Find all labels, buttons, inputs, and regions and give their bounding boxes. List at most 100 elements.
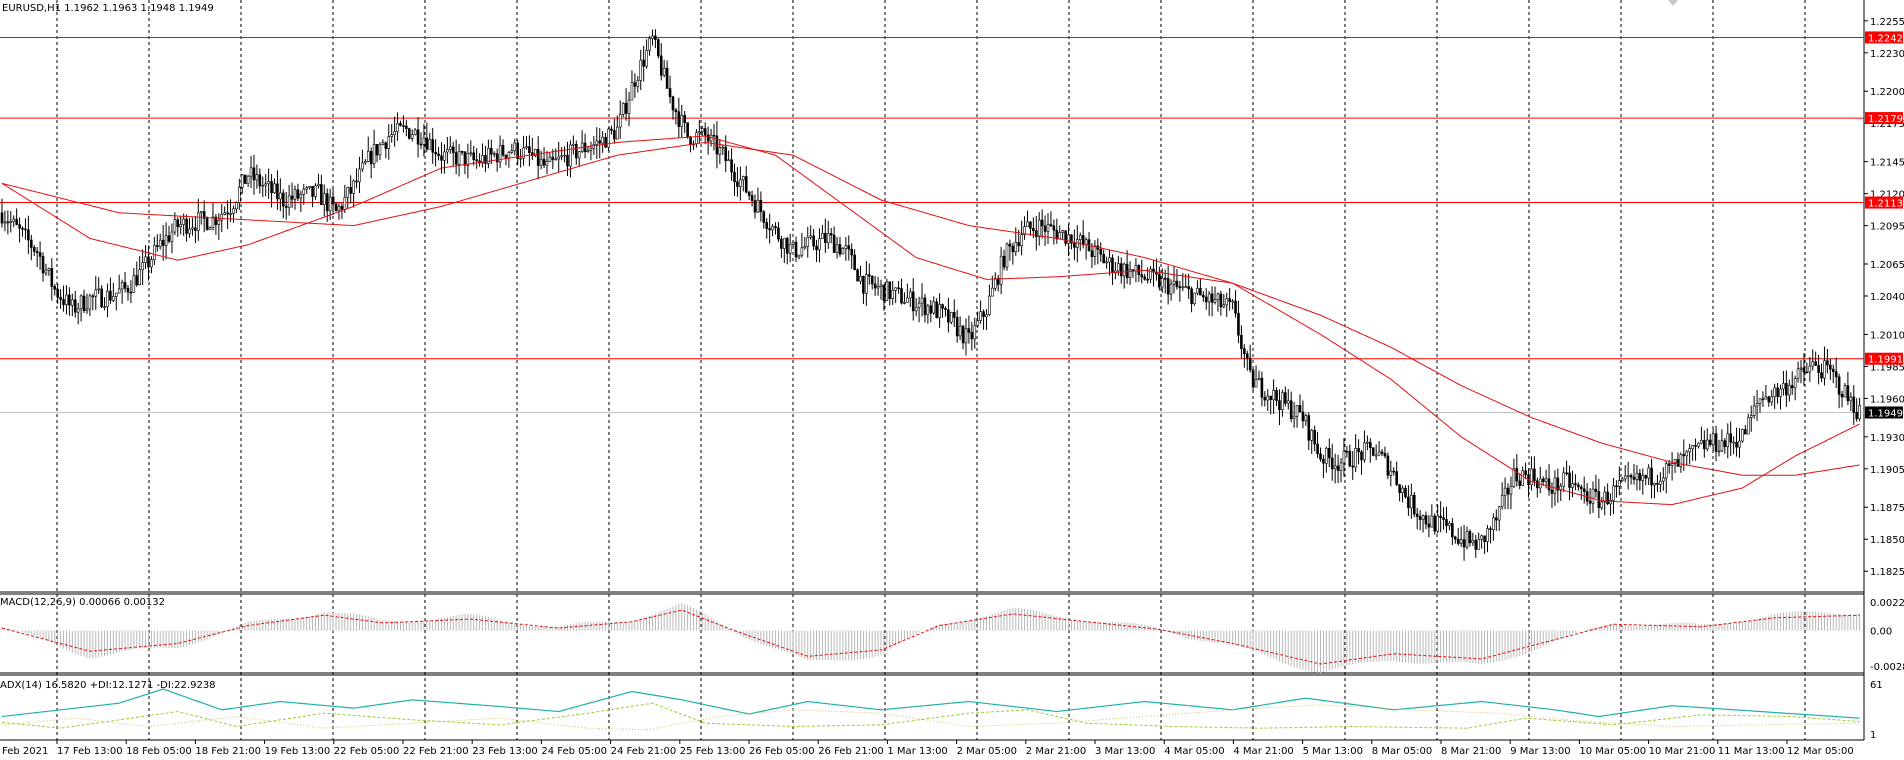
candle-body	[1412, 494, 1416, 515]
candle-body	[1319, 453, 1322, 460]
candle-body	[1571, 483, 1574, 488]
candle-body	[1128, 269, 1132, 278]
candle-body	[197, 212, 200, 231]
candle-body	[1084, 239, 1088, 245]
candle-body	[1140, 274, 1144, 278]
time-label: 2 Mar 05:00	[957, 746, 1017, 757]
candle-body	[109, 290, 112, 301]
candle-body	[1512, 468, 1516, 487]
candle-body	[1369, 441, 1372, 448]
candle-body	[135, 275, 139, 286]
candle-body	[358, 168, 361, 183]
candle-body	[560, 155, 563, 158]
candle-body	[1196, 288, 1199, 294]
candle-body	[1304, 415, 1308, 422]
candle-body	[1407, 496, 1410, 509]
candle-body	[850, 248, 854, 256]
candle-body	[1615, 485, 1618, 488]
candle-body	[756, 199, 760, 213]
candle-body	[1703, 440, 1706, 450]
candle-body	[1694, 445, 1697, 447]
price-tick-label: 1.1930	[1870, 433, 1904, 444]
candle-body	[106, 290, 109, 307]
candle-body	[1245, 353, 1249, 359]
candle-body	[179, 224, 183, 227]
candle-body	[569, 144, 572, 167]
candle-body	[727, 159, 730, 162]
candle-body	[469, 152, 473, 155]
candle-body	[1210, 293, 1214, 303]
candle-body	[76, 308, 80, 313]
candle-body	[1193, 292, 1196, 305]
main-panel[interactable]	[0, 0, 1864, 592]
candle-body	[979, 311, 982, 321]
candle-body	[1591, 488, 1595, 504]
candle-body	[258, 174, 262, 187]
level-tag	[1865, 352, 1903, 365]
candle-body	[194, 227, 197, 231]
candle-body	[1579, 486, 1583, 490]
candle-body	[1254, 379, 1258, 388]
chart-shift-marker-icon[interactable]	[1668, 0, 1678, 6]
time-label: 22 Feb 21:00	[403, 746, 469, 757]
candle-body	[1471, 539, 1475, 544]
candle-body	[1459, 539, 1463, 544]
candle-body	[138, 269, 142, 286]
candle-body	[1544, 478, 1548, 482]
candle-body	[783, 238, 786, 249]
macd-tick-label: -0.00283	[1870, 662, 1904, 673]
candle-body	[15, 218, 18, 225]
candle-body	[1629, 475, 1633, 478]
candle-body	[991, 287, 994, 297]
candle-body	[1489, 528, 1492, 530]
price-tick-label: 1.1985	[1870, 362, 1904, 373]
candle-body	[144, 256, 147, 263]
candle-body	[1234, 300, 1237, 314]
candle-body	[1281, 392, 1284, 411]
candle-body	[1029, 221, 1032, 229]
time-label: 26 Feb 21:00	[818, 746, 884, 757]
horizontal-levels[interactable]	[0, 36, 1864, 360]
time-label: 9 Mar 13:00	[1510, 746, 1570, 757]
candle-body	[164, 235, 168, 246]
candle-body	[785, 238, 789, 254]
candle-body	[112, 296, 115, 301]
candle-body	[642, 59, 645, 67]
candle-body	[103, 306, 106, 308]
candle-body	[683, 114, 686, 123]
candle-body	[917, 302, 921, 308]
candle-body	[1286, 400, 1290, 404]
candle-body	[205, 218, 209, 230]
price-tick-label: 1.2120	[1870, 190, 1904, 201]
candle-body	[1117, 263, 1120, 272]
candle-body	[147, 256, 150, 268]
candle-body	[721, 146, 725, 149]
candle-body	[387, 136, 391, 149]
candle-body	[1207, 293, 1211, 303]
candle-body	[988, 295, 991, 315]
candle-body	[62, 299, 65, 305]
candle-body	[290, 195, 294, 200]
candle-body	[1392, 470, 1396, 473]
candle-body	[1688, 448, 1691, 453]
candle-body	[1125, 263, 1129, 278]
candle-body	[516, 142, 519, 159]
candle-body	[856, 269, 859, 282]
candle-body	[665, 67, 669, 89]
candle-body	[800, 247, 804, 256]
candle-body	[888, 281, 892, 299]
candle-body	[296, 189, 300, 199]
candle-body	[1213, 299, 1217, 303]
candle-body	[993, 278, 997, 289]
candle-body	[1243, 348, 1246, 355]
candle-body	[1345, 450, 1349, 453]
candle-body	[428, 139, 432, 150]
candle-body	[1732, 441, 1735, 444]
candle-body	[1222, 304, 1226, 308]
candle-body	[1002, 255, 1006, 268]
candle-body	[551, 156, 555, 161]
candle-body	[1175, 280, 1179, 287]
candle-body	[56, 288, 59, 298]
candle-body	[1480, 535, 1483, 540]
